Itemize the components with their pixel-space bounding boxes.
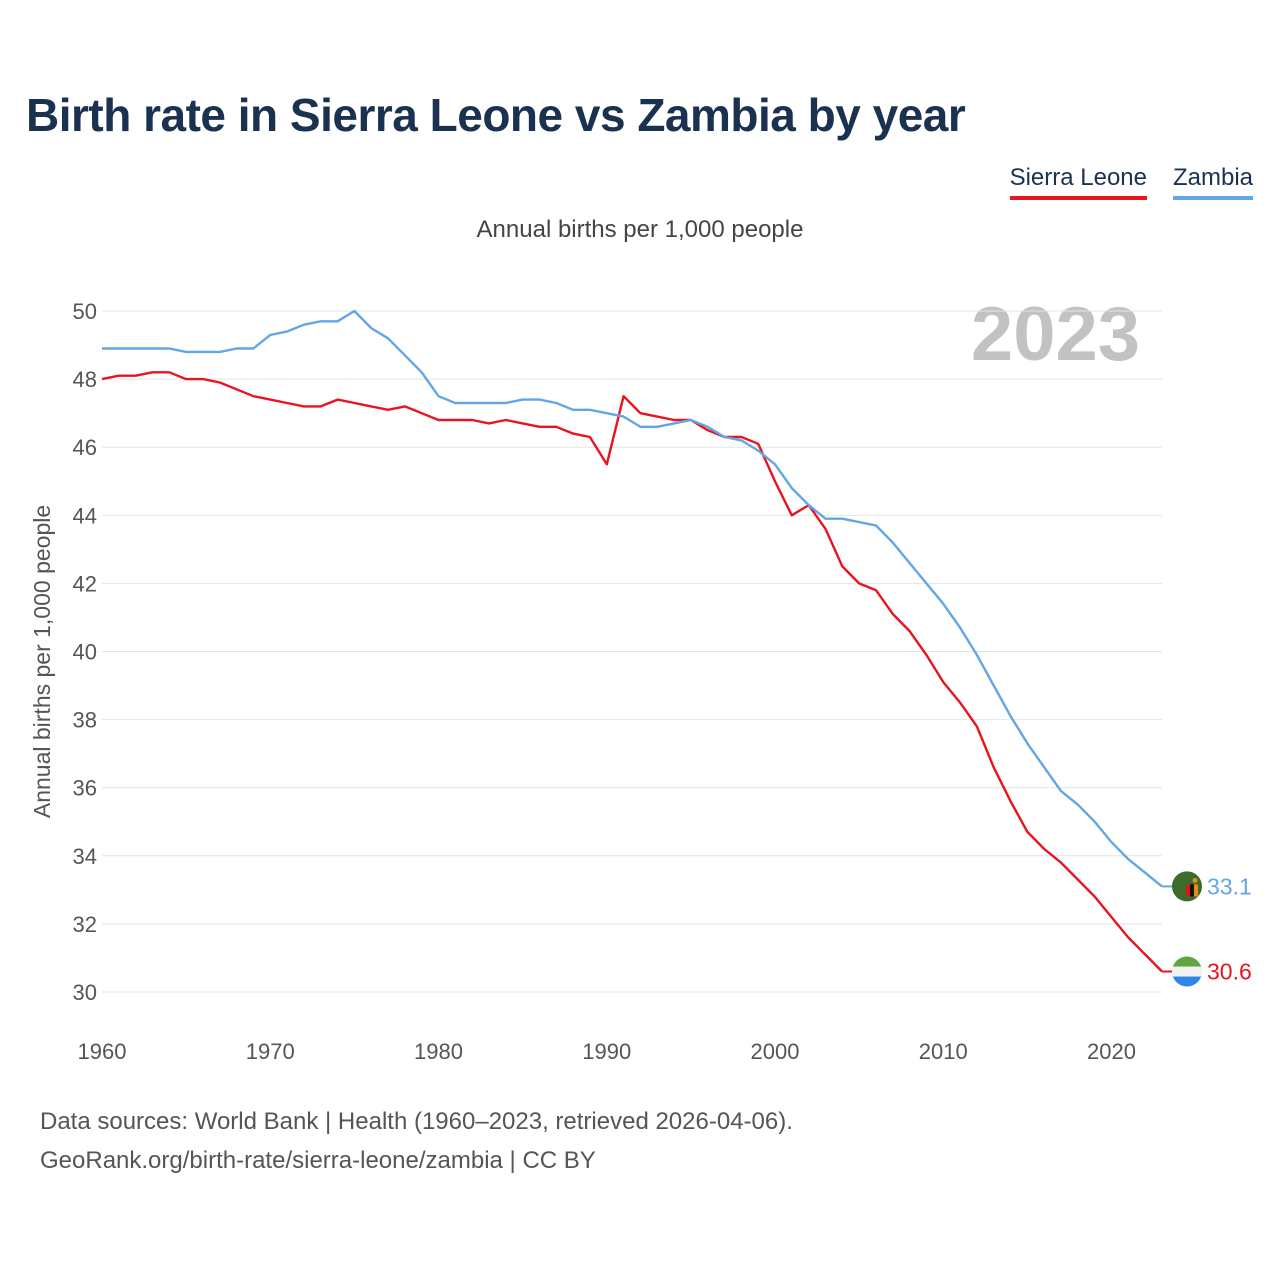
end-value-label-zambia: 33.1 bbox=[1207, 873, 1252, 899]
zambia-flag-stripe bbox=[1190, 884, 1194, 897]
x-tick-label: 2010 bbox=[919, 1039, 968, 1064]
x-tick-label: 1970 bbox=[246, 1039, 295, 1064]
x-tick-label: 1990 bbox=[582, 1039, 631, 1064]
x-tick-label: 1960 bbox=[78, 1039, 127, 1064]
end-value-label-sierra-leone: 30.6 bbox=[1207, 959, 1252, 985]
series-line-sierra-leone[interactable] bbox=[101, 371, 1163, 973]
zambia-flag-stripe bbox=[1194, 884, 1198, 897]
x-tick-label: 1980 bbox=[414, 1039, 463, 1064]
y-tick-label: 50 bbox=[73, 299, 97, 324]
chart-title: Birth rate in Sierra Leone vs Zambia by … bbox=[26, 89, 966, 141]
x-tick-label: 2020 bbox=[1087, 1039, 1136, 1064]
sierra-leone-flag-icon bbox=[1172, 956, 1202, 987]
data-source-note: Data sources: World Bank | Health (1960–… bbox=[40, 1108, 793, 1135]
y-axis-label: Annual births per 1,000 people bbox=[29, 505, 55, 818]
zambia-flag-stripe bbox=[1186, 884, 1190, 897]
y-tick-label: 32 bbox=[73, 912, 97, 937]
y-tick-label: 38 bbox=[73, 708, 97, 733]
chart-subtitle: Annual births per 1,000 people bbox=[476, 216, 804, 243]
series-line-zambia[interactable] bbox=[102, 309, 1163, 888]
legend-zambia[interactable]: Zambia bbox=[1172, 164, 1253, 200]
y-tick-label: 42 bbox=[73, 571, 97, 596]
y-tick-label: 40 bbox=[73, 640, 97, 665]
y-tick-label: 46 bbox=[73, 435, 97, 460]
zambia-flag-eagle bbox=[1192, 877, 1198, 883]
credit-link[interactable]: GeoRank.org/birth-rate/sierra-leone/zamb… bbox=[40, 1147, 596, 1174]
y-tick-label: 30 bbox=[73, 980, 97, 1005]
year-watermark: 2023 bbox=[971, 292, 1140, 377]
y-tick-label: 34 bbox=[73, 844, 97, 869]
y-tick-label: 48 bbox=[73, 367, 97, 392]
y-tick-label: 44 bbox=[73, 503, 97, 528]
legend-sierra-leone[interactable]: Sierra Leone bbox=[1009, 164, 1147, 200]
chart-plot: 2023 30 32 34 36 38 40 42 44 46 48 50 1960 1970 1980 19… bbox=[29, 292, 1252, 1064]
x-tick-label: 2000 bbox=[751, 1039, 800, 1064]
y-tick-label: 36 bbox=[73, 776, 97, 801]
